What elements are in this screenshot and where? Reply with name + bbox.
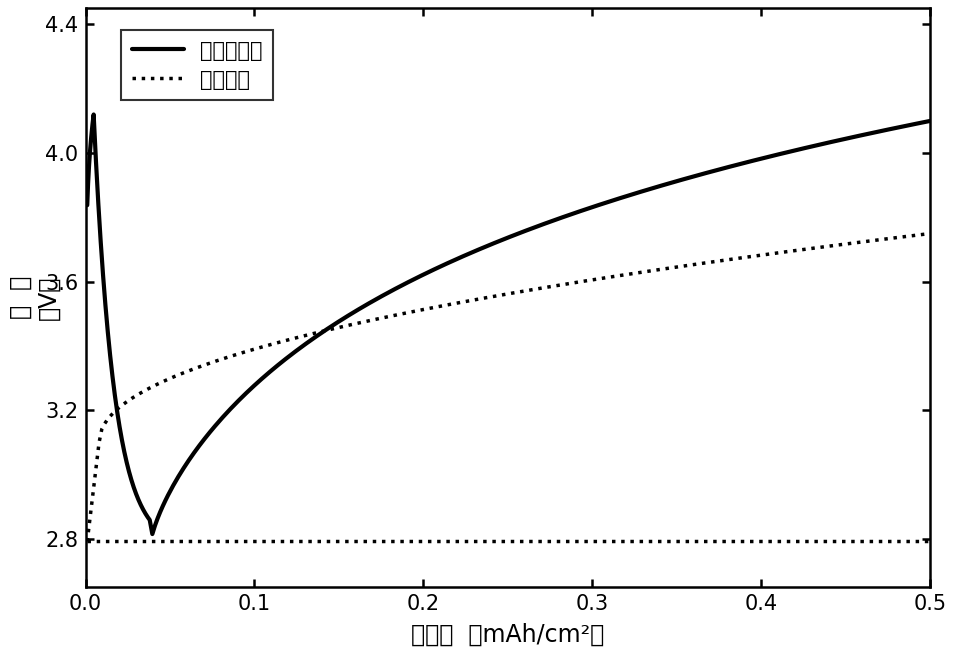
不含添加剂 bbox=[447, 257, 458, 265]
含添加剂 bbox=[924, 230, 936, 238]
含添加剂 bbox=[808, 244, 819, 252]
Line: 不含添加剂: 不含添加剂 bbox=[87, 115, 930, 534]
不含添加剂 bbox=[92, 184, 103, 192]
Legend: 不含添加剂, 含添加剂: 不含添加剂, 含添加剂 bbox=[121, 30, 273, 100]
Line: 含添加剂: 含添加剂 bbox=[87, 234, 930, 542]
不含添加剂 bbox=[88, 113, 99, 121]
不含添加剂 bbox=[81, 201, 93, 209]
不含添加剂 bbox=[924, 117, 936, 125]
含添加剂 bbox=[913, 231, 924, 239]
不含添加剂 bbox=[147, 530, 159, 538]
含添加剂 bbox=[81, 538, 93, 546]
含添加剂 bbox=[610, 272, 622, 280]
含添加剂 bbox=[894, 233, 905, 241]
含添加剂 bbox=[296, 333, 308, 341]
Y-axis label: 电  压
（V）: 电 压 （V） bbox=[9, 276, 60, 320]
X-axis label: 比容量  （mAh/cm²）: 比容量 （mAh/cm²） bbox=[412, 623, 605, 646]
不含添加剂 bbox=[548, 216, 560, 224]
不含添加剂 bbox=[324, 324, 335, 331]
含添加剂 bbox=[99, 420, 111, 428]
不含添加剂 bbox=[87, 117, 98, 125]
不含添加剂 bbox=[88, 111, 99, 119]
